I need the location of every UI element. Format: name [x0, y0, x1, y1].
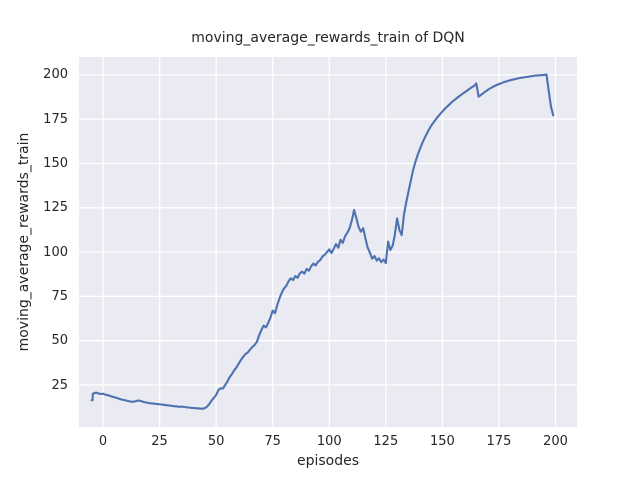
x-tick-label: 175 — [486, 434, 512, 449]
x-tick-label: 100 — [316, 434, 342, 449]
y-tick-label: 75 — [51, 288, 68, 304]
y-tick-label: 100 — [43, 244, 68, 260]
y-tick-label: 150 — [43, 155, 68, 171]
x-tick-label: 125 — [373, 434, 399, 449]
data-series — [90, 73, 555, 410]
x-tick-label: 150 — [429, 434, 455, 449]
x-tick-label: 50 — [207, 434, 225, 449]
y-tick-label: 50 — [51, 333, 68, 349]
y-tick-label: 175 — [43, 111, 68, 127]
chart-canvas — [79, 57, 577, 427]
y-tick-label: 25 — [51, 377, 68, 393]
series-line — [90, 73, 555, 410]
x-tick-label: 200 — [543, 434, 568, 449]
y-tick-label: 125 — [43, 200, 68, 216]
x-tick-label: 75 — [264, 434, 281, 449]
gridlines — [79, 57, 577, 427]
x-axis-label: episodes — [296, 453, 360, 469]
x-tick-label: 0 — [98, 434, 108, 449]
plot-area — [79, 57, 577, 427]
y-tick-label: 200 — [43, 67, 68, 83]
chart-title: moving_average_rewards_train of DQN — [191, 30, 465, 46]
x-tick-label: 25 — [151, 434, 168, 449]
